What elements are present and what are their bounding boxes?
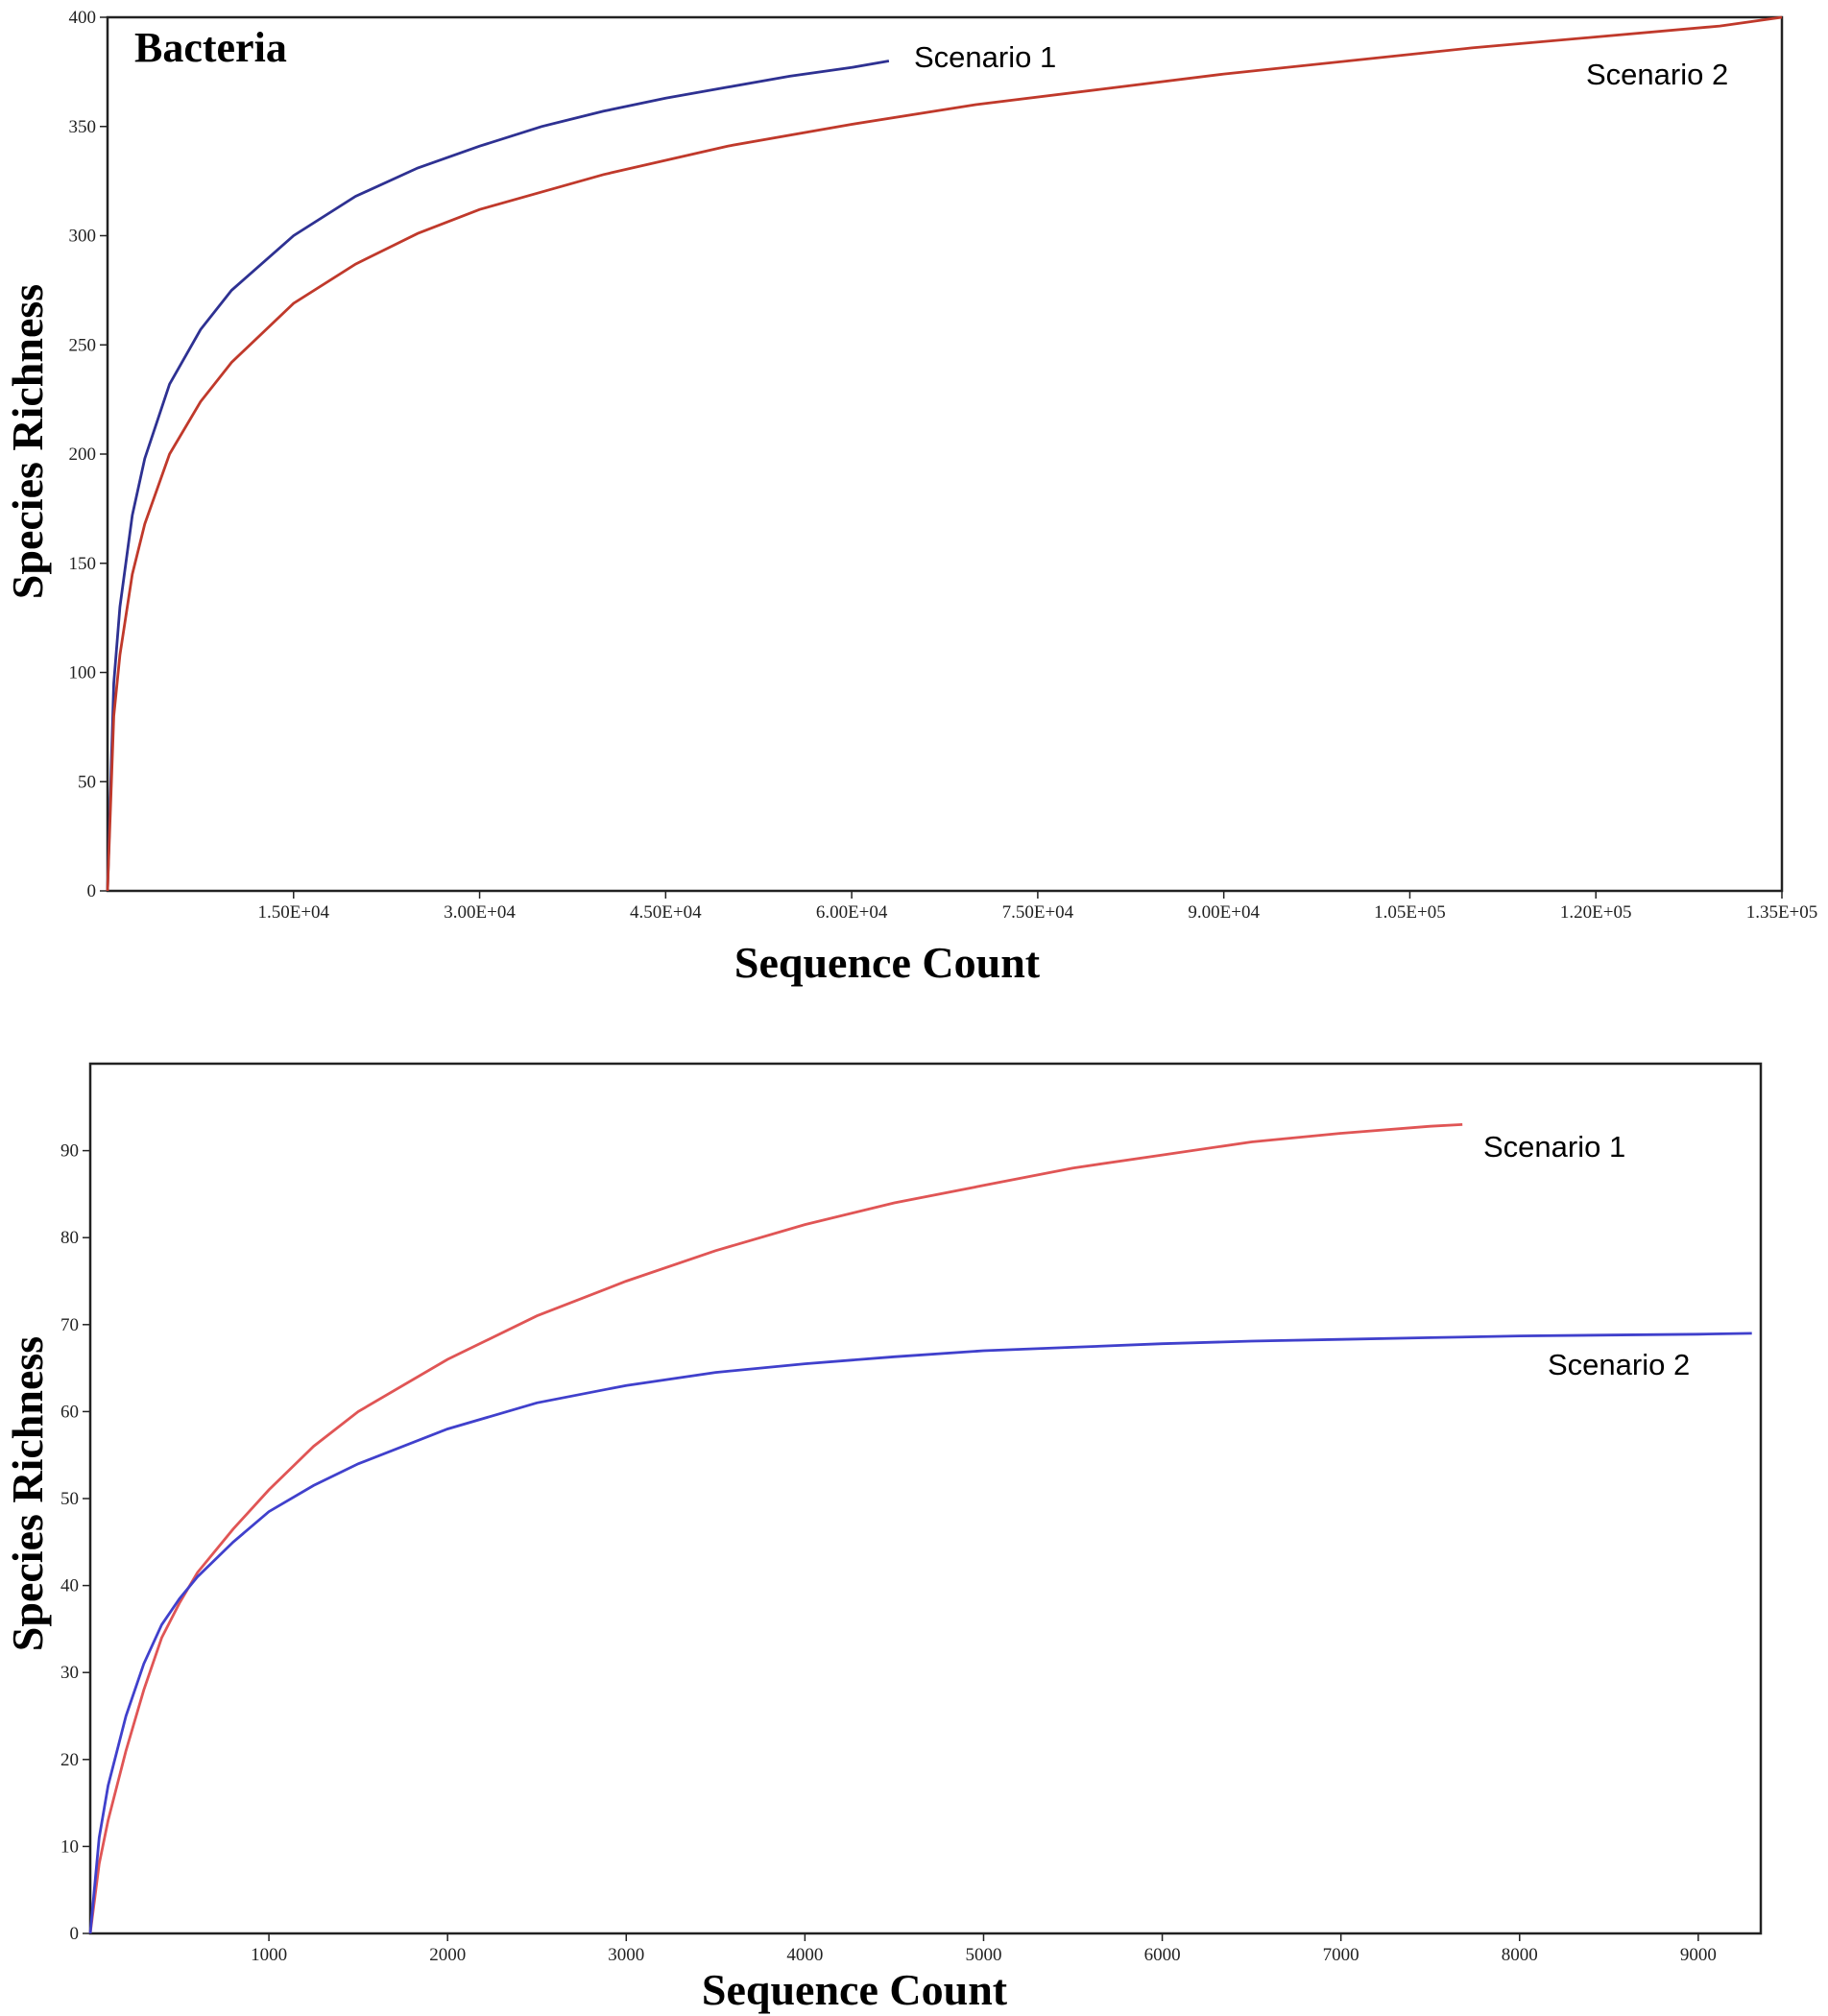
series-line-scenario-1 [106,60,890,892]
y-tick-label: 40 [60,1576,79,1596]
x-tick-label: 1.05E+05 [1374,902,1446,923]
x-tick-label: 4000 [786,1945,823,1965]
x-tick-label: 7.50E+04 [1002,902,1074,923]
x-axis-title: Sequence Count [734,938,1041,987]
y-tick-label: 30 [60,1663,79,1683]
x-tick-label: 1.35E+05 [1746,902,1818,923]
y-tick-label: 350 [69,117,97,137]
series-label-scenario-1: Scenario 1 [1483,1130,1625,1164]
y-tick-label: 100 [69,663,97,684]
x-tick-label: 4.50E+04 [630,902,702,923]
y-tick-label: 300 [69,227,97,247]
series-line-scenario-1 [88,1123,1463,1934]
x-tick-label: 2000 [429,1945,466,1965]
y-tick-label: 250 [69,335,97,355]
y-tick-label: 60 [60,1402,79,1422]
chart-panel-second: 0 10 20 30 40 50 60 70 80 90 1000 2000 3000 4000 5000 6… [3,1062,1763,2014]
y-tick-label: 20 [60,1750,79,1770]
x-tick-label: 1.20E+05 [1560,902,1632,923]
x-tick-label: 5000 [965,1945,1001,1965]
x-tick-label: 1000 [251,1945,287,1965]
x-tick-label: 3.00E+04 [444,902,516,923]
x-tick-label: 3000 [608,1945,644,1965]
y-tick-label: 50 [60,1489,79,1509]
y-tick-label: 0 [87,881,97,901]
x-tick-label: 9.00E+04 [1188,902,1260,923]
x-tick-label: 6.00E+04 [816,902,888,923]
y-tick-label: 10 [60,1836,79,1857]
y-axis-title: Species Richness [3,284,52,599]
y-tick-label: 90 [60,1141,79,1162]
y-tick-label: 200 [69,444,97,465]
x-axis-title: Sequence Count [702,1965,1008,2014]
series-line-scenario-2 [88,1332,1752,1934]
y-tick-label: 70 [60,1315,79,1335]
y-tick-label: 150 [69,554,97,574]
x-tick-label: 8000 [1502,1945,1538,1965]
chart-panel-bacteria: 0 50 100 150 200 250 300 350 400 1.50E+04 3.00E+04… [3,8,1817,987]
y-axis-title: Species Richness [3,1336,52,1651]
x-tick-label: 9000 [1680,1945,1717,1965]
y-tick-label: 0 [70,1924,80,1944]
x-tick-label: 1.50E+04 [257,902,329,923]
y-tick-label: 50 [78,772,96,792]
series-line-scenario-2 [106,15,1783,892]
series-label-scenario-2: Scenario 2 [1548,1348,1690,1381]
y-tick-label: 400 [69,8,97,28]
y-tick-label: 80 [60,1228,79,1248]
series-label-scenario-1: Scenario 1 [914,40,1056,74]
x-tick-label: 7000 [1323,1945,1359,1965]
series-label-scenario-2: Scenario 2 [1586,58,1728,91]
chart-title: Bacteria [134,24,287,71]
plot-frame [88,1062,1763,1935]
x-tick-label: 6000 [1144,1945,1181,1965]
plot-frame [106,15,1784,893]
